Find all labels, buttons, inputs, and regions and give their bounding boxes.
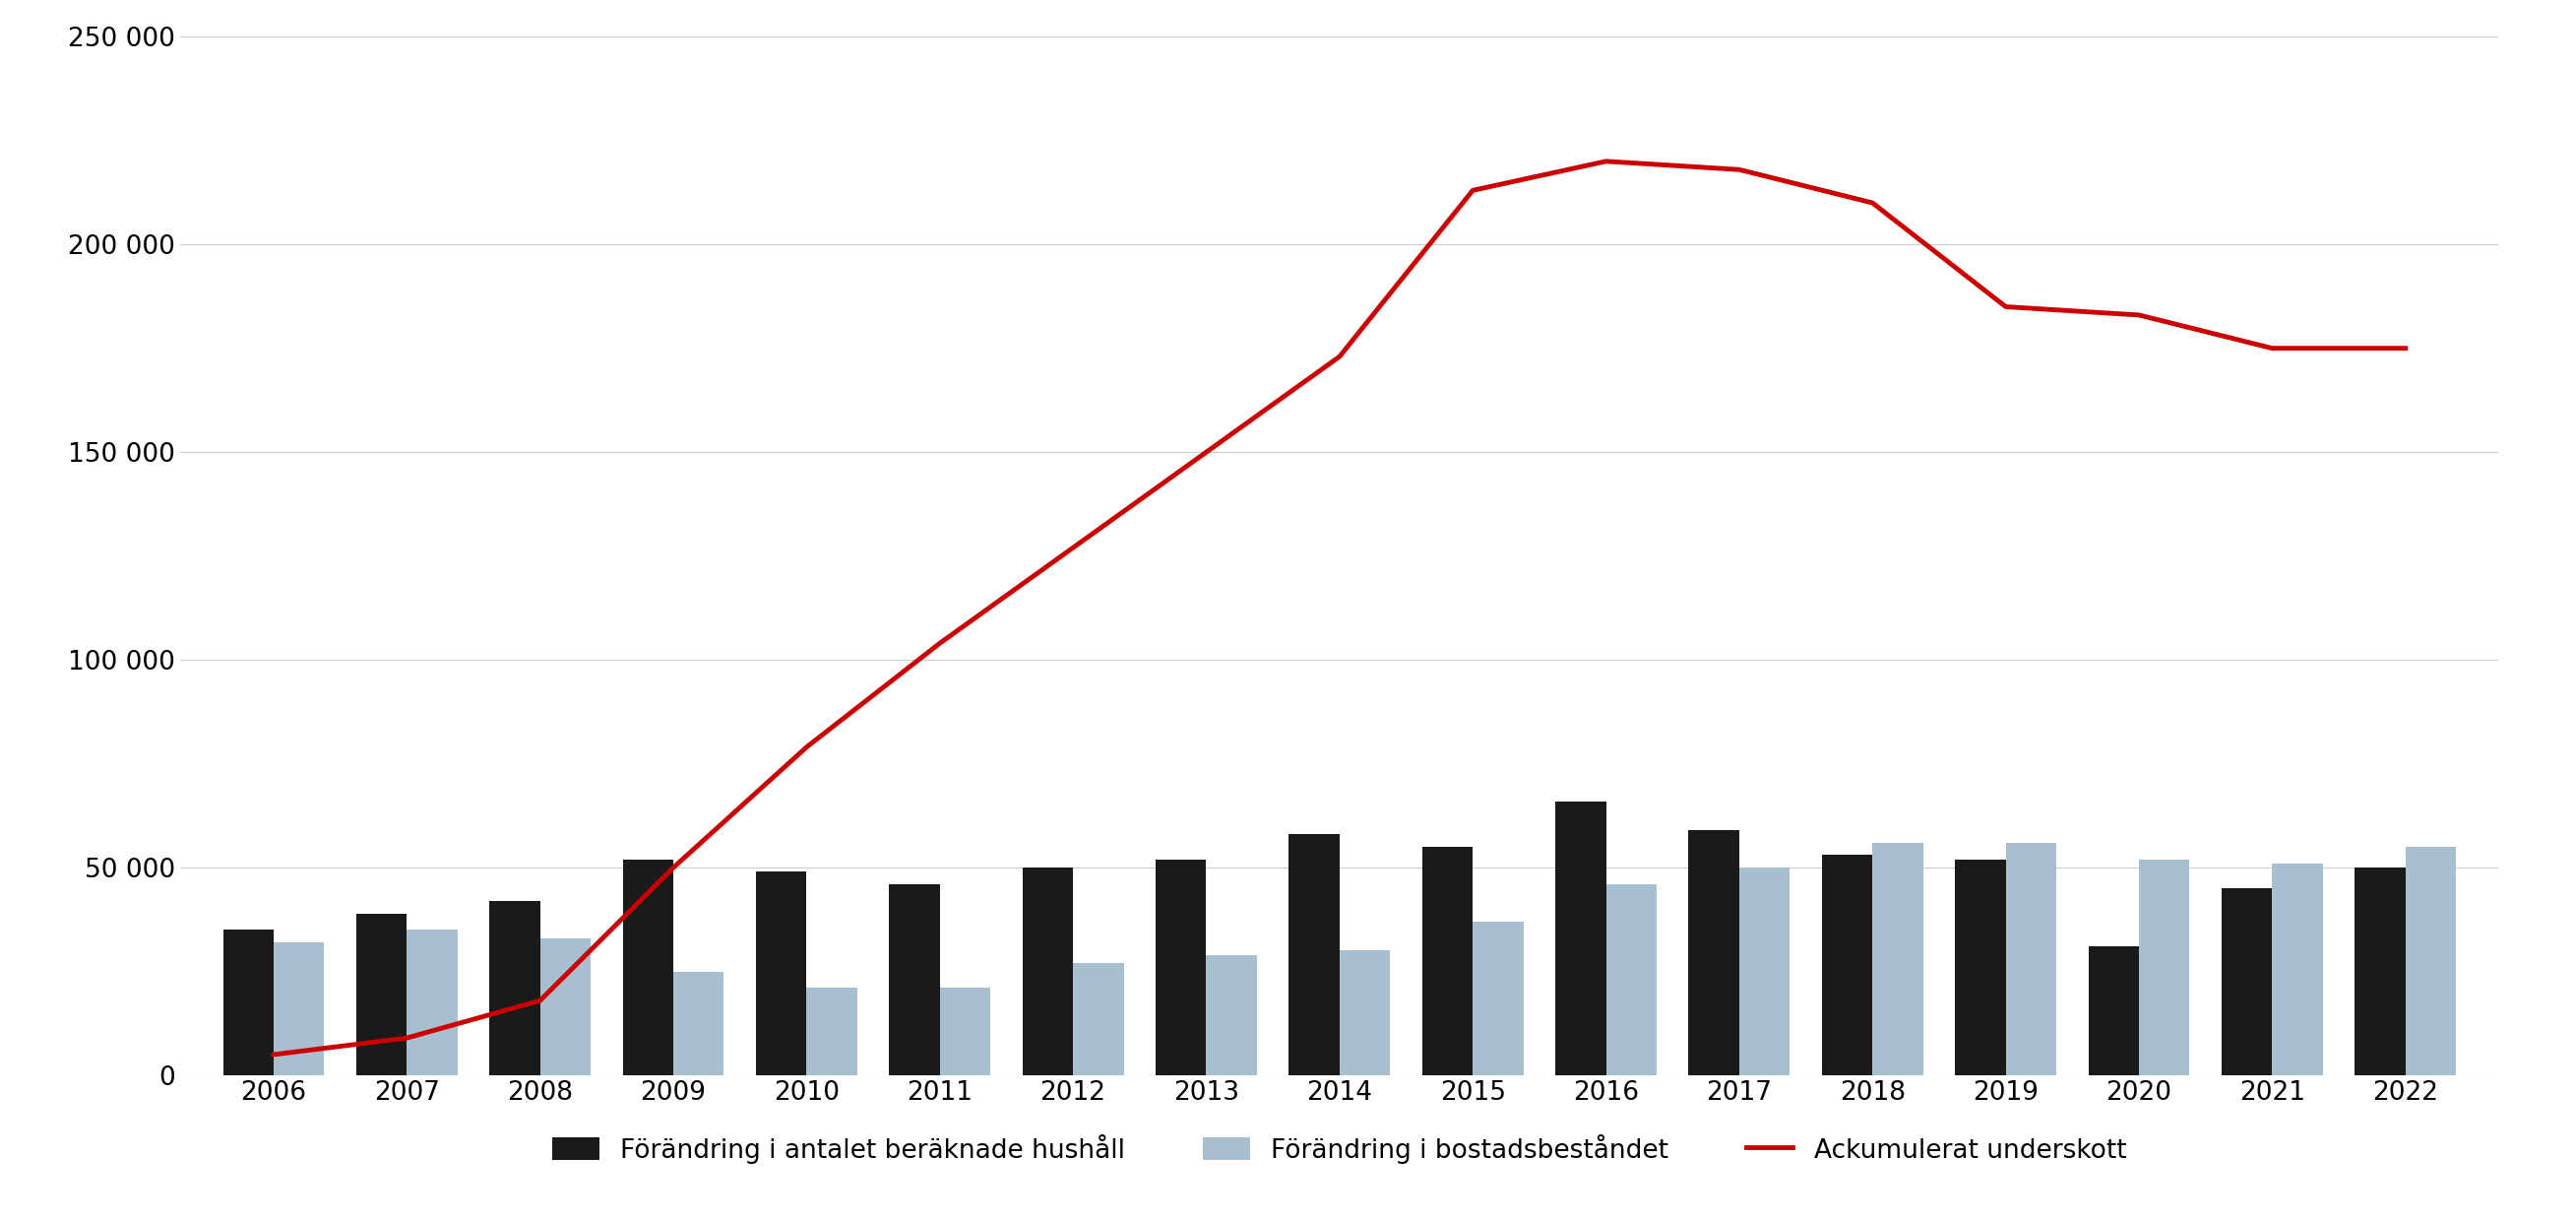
Ackumulerat underskott bbox=[1190, 445, 1221, 459]
Ackumulerat underskott bbox=[657, 860, 688, 875]
Bar bbox=[2221, 888, 2272, 1075]
Bar bbox=[2272, 864, 2324, 1075]
Bar bbox=[1821, 855, 1873, 1075]
Ackumulerat underskott bbox=[2257, 341, 2287, 356]
Ackumulerat underskott bbox=[1857, 196, 1888, 210]
Bar bbox=[1023, 868, 1074, 1075]
Bar bbox=[940, 989, 989, 1075]
Bar bbox=[541, 938, 590, 1075]
Bar bbox=[2089, 947, 2138, 1075]
Bar bbox=[407, 930, 459, 1075]
Ackumulerat underskott bbox=[1723, 163, 1754, 177]
Bar bbox=[2406, 847, 2455, 1075]
Legend: Förändring i antalet beräknade hushåll, Förändring i bostadsbeståndet, Ackumuler: Förändring i antalet beräknade hushåll, … bbox=[538, 1121, 2141, 1177]
Bar bbox=[1873, 843, 1924, 1075]
Bar bbox=[1288, 835, 1340, 1075]
Bar bbox=[1605, 885, 1656, 1075]
Ackumulerat underskott bbox=[791, 739, 822, 754]
Bar bbox=[273, 942, 325, 1075]
Bar bbox=[2354, 868, 2406, 1075]
Bar bbox=[1955, 859, 2007, 1075]
Ackumulerat underskott bbox=[526, 993, 556, 1008]
Ackumulerat underskott bbox=[392, 1030, 422, 1045]
Bar bbox=[1074, 963, 1123, 1075]
Bar bbox=[806, 989, 858, 1075]
Bar bbox=[1340, 951, 1391, 1075]
Bar bbox=[889, 885, 940, 1075]
Bar bbox=[2138, 859, 2190, 1075]
Bar bbox=[1157, 859, 1206, 1075]
Bar bbox=[1739, 868, 1790, 1075]
Bar bbox=[623, 859, 672, 1075]
Bar bbox=[1473, 921, 1522, 1075]
Bar bbox=[1690, 830, 1739, 1075]
Ackumulerat underskott bbox=[1589, 154, 1620, 169]
Bar bbox=[2007, 843, 2056, 1075]
Bar bbox=[489, 901, 541, 1075]
Bar bbox=[1206, 954, 1257, 1075]
Ackumulerat underskott bbox=[1324, 349, 1355, 364]
Ackumulerat underskott bbox=[1059, 540, 1090, 555]
Bar bbox=[224, 930, 273, 1075]
Line: Ackumulerat underskott: Ackumulerat underskott bbox=[273, 161, 2406, 1055]
Bar bbox=[1556, 802, 1605, 1075]
Ackumulerat underskott bbox=[2391, 341, 2421, 356]
Bar bbox=[672, 971, 724, 1075]
Ackumulerat underskott bbox=[925, 635, 956, 650]
Ackumulerat underskott bbox=[2123, 308, 2154, 323]
Ackumulerat underskott bbox=[258, 1047, 289, 1062]
Bar bbox=[1422, 847, 1473, 1075]
Bar bbox=[755, 871, 806, 1075]
Bar bbox=[355, 913, 407, 1075]
Ackumulerat underskott bbox=[1991, 299, 2022, 314]
Ackumulerat underskott bbox=[1458, 183, 1489, 198]
